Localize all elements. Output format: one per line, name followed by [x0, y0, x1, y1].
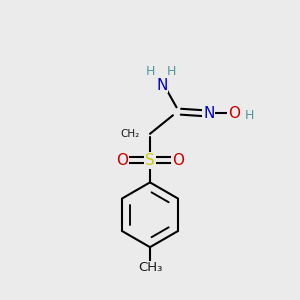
Text: CH₃: CH₃	[138, 261, 162, 274]
Text: S: S	[145, 153, 155, 168]
Text: N: N	[156, 78, 167, 93]
Text: H: H	[167, 65, 176, 79]
Text: H: H	[245, 109, 254, 122]
Text: O: O	[172, 153, 184, 168]
Text: O: O	[228, 106, 240, 121]
Text: CH₂: CH₂	[120, 129, 140, 139]
Text: H: H	[146, 65, 155, 79]
Text: O: O	[116, 153, 128, 168]
Text: N: N	[203, 106, 214, 121]
